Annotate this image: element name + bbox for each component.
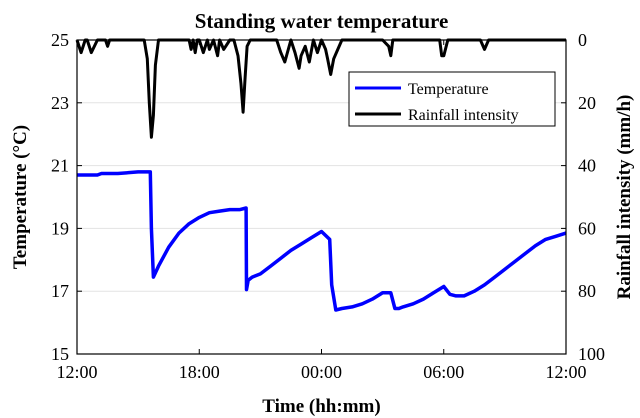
left-y-tick-label: 15 [51, 344, 69, 364]
chart-title: Standing water temperature [195, 9, 449, 33]
x-tick-label: 00:00 [301, 362, 342, 382]
legend-label-temperature: Temperature [408, 81, 489, 98]
x-tick-label: 12:00 [56, 362, 97, 382]
right-y-tick-label: 20 [578, 93, 596, 113]
right-y-tick-label: 100 [578, 344, 605, 364]
left-y-axis-title: Temperature (°C) [10, 125, 31, 269]
x-tick-label: 18:00 [179, 362, 220, 382]
x-tick-label: 12:00 [545, 362, 586, 382]
legend-box [348, 71, 556, 127]
x-axis-title: Time (hh:mm) [262, 396, 380, 417]
legend: Temperature Rainfall intensity [348, 71, 556, 127]
right-y-tick-label: 60 [578, 218, 596, 238]
left-y-tick-label: 21 [51, 156, 69, 176]
left-y-tick-label: 19 [51, 218, 69, 238]
left-y-tick-label: 25 [51, 30, 69, 50]
right-y-axis-title: Rainfall intensity (mm/h) [614, 95, 635, 300]
right-y-tick-label: 40 [578, 156, 596, 176]
series-layer [75, 38, 567, 312]
series-line-temperature [77, 170, 567, 312]
left-y-tick-label: 17 [51, 281, 69, 301]
right-y-tick-label: 80 [578, 281, 596, 301]
x-tick-label: 06:00 [423, 362, 464, 382]
left-y-tick-label: 23 [51, 93, 69, 113]
right-y-tick-label: 0 [578, 30, 587, 50]
series-line-rainfall-intensity [75, 38, 566, 139]
legend-label-rainfall: Rainfall intensity [408, 107, 519, 124]
